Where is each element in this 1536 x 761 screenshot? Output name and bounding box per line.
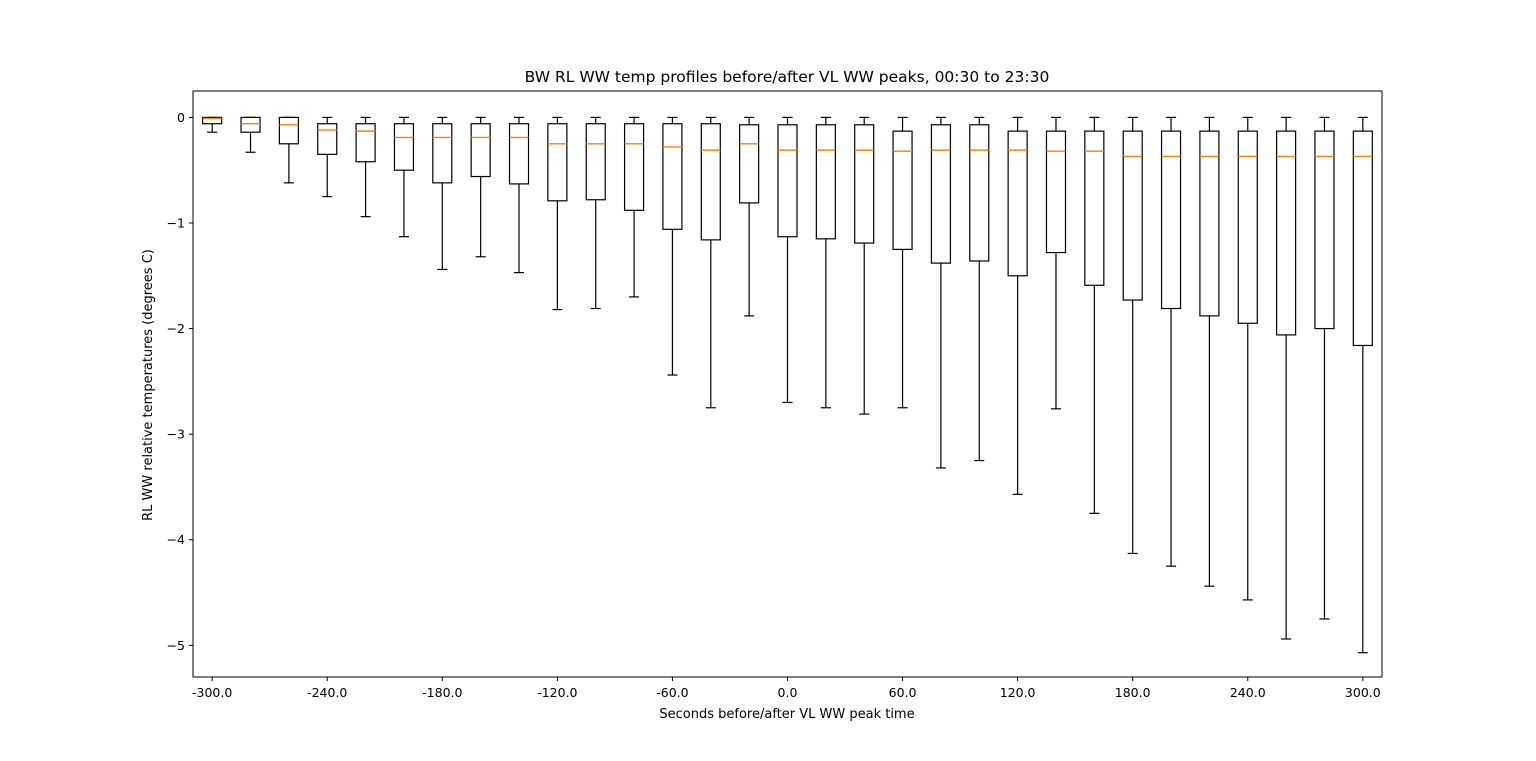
x-tick-label: -60.0	[656, 685, 688, 700]
box-1-iqr	[240, 116, 261, 133]
box-20-iqr	[969, 124, 990, 262]
box-10-iqr	[585, 123, 606, 201]
box-13-iqr	[700, 123, 721, 241]
x-tick-label: 180.0	[1115, 685, 1151, 700]
x-tick-label: 300.0	[1345, 685, 1381, 700]
box-3-iqr	[317, 123, 338, 155]
x-tick-label: 60.0	[889, 685, 917, 700]
box-0-iqr	[202, 116, 223, 125]
x-tick-label: 120.0	[1000, 685, 1036, 700]
box-26-iqr	[1199, 130, 1220, 317]
x-tick-label: -240.0	[307, 685, 347, 700]
chart-title: BW RL WW temp profiles before/after VL W…	[525, 68, 1050, 86]
box-2-iqr	[278, 116, 299, 145]
x-tick-label: -180.0	[422, 685, 462, 700]
box-30-iqr	[1352, 130, 1373, 347]
box-28-iqr	[1276, 130, 1297, 336]
y-tick-label: −4	[167, 532, 185, 547]
box-25-iqr	[1160, 130, 1182, 310]
box-5-iqr	[393, 123, 415, 171]
box-18-iqr	[892, 130, 913, 250]
box-19-iqr	[930, 124, 952, 264]
y-tick-label: −3	[167, 427, 185, 442]
box-17-iqr	[854, 124, 875, 244]
box-29-iqr	[1314, 130, 1335, 330]
box-7-iqr	[470, 123, 491, 178]
x-axis-label: Seconds before/after VL WW peak time	[659, 707, 914, 722]
box-23-iqr	[1084, 130, 1105, 286]
box-14-iqr	[739, 124, 760, 204]
y-tick-label: 0	[177, 110, 185, 125]
x-tick-label: -120.0	[537, 685, 577, 700]
box-4-iqr	[355, 123, 376, 163]
box-12-iqr	[662, 123, 683, 230]
box-27-iqr	[1237, 130, 1258, 324]
box-16-iqr	[815, 124, 836, 240]
box-15-iqr	[777, 124, 798, 238]
box-6-iqr	[432, 123, 453, 184]
box-11-iqr	[623, 123, 645, 211]
box-21-iqr	[1007, 130, 1028, 277]
x-tick-label: 240.0	[1230, 685, 1266, 700]
plot-area: -300.0 -240.0 -180.0 -120.0 -60.0 0.0 60.0 120.…	[167, 90, 1383, 700]
box-9-iqr	[547, 123, 568, 202]
y-tick-label: −1	[167, 215, 185, 230]
y-axis-label: RL WW relative temperatures (degrees C)	[141, 249, 156, 521]
box-24-iqr	[1122, 130, 1143, 301]
y-tick-label: −2	[167, 321, 185, 336]
box-8-iqr	[508, 123, 530, 185]
box-22-iqr	[1045, 130, 1067, 254]
x-tick-label: 0.0	[778, 685, 798, 700]
x-tick-label: -300.0	[192, 685, 232, 700]
y-tick-label: −5	[167, 638, 185, 653]
